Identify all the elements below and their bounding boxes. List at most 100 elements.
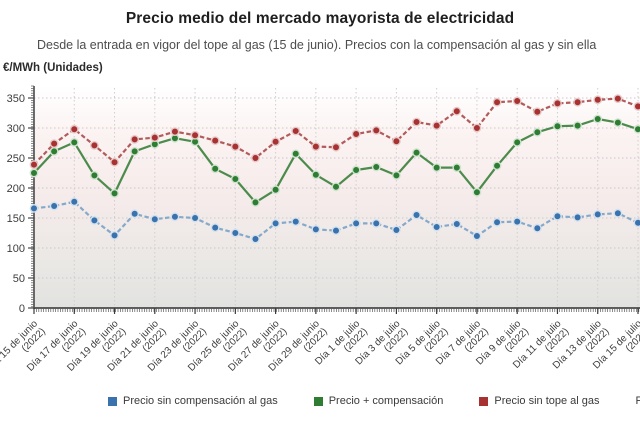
data-point bbox=[613, 94, 623, 104]
series-precio-sin-compensaci-n-al-gas bbox=[29, 197, 640, 244]
data-point bbox=[351, 165, 361, 175]
data-point bbox=[49, 147, 59, 156]
data-point bbox=[150, 133, 160, 142]
data-point bbox=[391, 171, 401, 180]
data-point bbox=[512, 96, 522, 106]
source-prefix: Fuente: OMIE, bbox=[635, 395, 640, 407]
data-point bbox=[130, 147, 140, 156]
data-point bbox=[230, 142, 240, 151]
data-point bbox=[573, 121, 582, 130]
data-point bbox=[432, 222, 442, 232]
data-point bbox=[331, 142, 341, 152]
data-point bbox=[190, 130, 200, 140]
legend-label: Precio sin tope al gas bbox=[494, 395, 600, 407]
data-point bbox=[311, 142, 321, 151]
y-tick-label: 300 bbox=[7, 123, 25, 135]
data-point bbox=[452, 163, 462, 173]
data-point bbox=[391, 225, 401, 235]
data-point bbox=[553, 211, 562, 221]
data-point bbox=[532, 127, 542, 137]
data-point bbox=[593, 114, 603, 124]
data-point bbox=[150, 214, 160, 224]
chart-title: Precio medio del mercado mayorista de el… bbox=[125, 10, 515, 27]
legend-item-precio-compensacion[interactable]: Precio + compensación bbox=[313, 395, 444, 407]
data-point bbox=[230, 228, 240, 238]
data-point bbox=[371, 162, 381, 172]
data-point bbox=[351, 218, 361, 228]
data-point bbox=[69, 138, 79, 147]
data-point bbox=[613, 208, 623, 218]
data-point bbox=[90, 171, 99, 180]
data-point bbox=[532, 107, 542, 117]
x-axis-tick-labels: Día 15 de junio(2022)Día 17 de junio(202… bbox=[0, 318, 640, 374]
data-point bbox=[593, 95, 603, 105]
data-point bbox=[291, 217, 301, 227]
data-point bbox=[452, 219, 462, 229]
data-point bbox=[110, 189, 119, 198]
data-point bbox=[210, 136, 220, 145]
data-point bbox=[512, 138, 522, 147]
chart-area: 0 50 100 150 200 250 300 350 Día 15 de junio(202… bbox=[0, 80, 640, 390]
y-axis-unit-label: €/MWh (Unidades) bbox=[3, 62, 103, 74]
data-point bbox=[29, 203, 39, 213]
y-tick-label: 350 bbox=[7, 93, 25, 105]
data-point bbox=[633, 218, 640, 228]
data-point bbox=[271, 218, 280, 228]
data-point bbox=[311, 224, 321, 234]
legend-swatch-blue-icon bbox=[108, 396, 117, 406]
data-point bbox=[472, 123, 482, 133]
data-point bbox=[472, 231, 482, 241]
legend-swatch-red-icon bbox=[479, 396, 489, 406]
data-point bbox=[633, 124, 640, 134]
data-point bbox=[130, 135, 140, 144]
data-point bbox=[230, 174, 240, 184]
data-point bbox=[452, 106, 462, 116]
data-point bbox=[110, 230, 119, 240]
data-point bbox=[29, 168, 39, 178]
data-point bbox=[29, 160, 39, 170]
data-point bbox=[69, 124, 79, 134]
data-point bbox=[553, 121, 562, 131]
data-point bbox=[492, 161, 502, 171]
legend-item-sin-compensacion[interactable]: Precio sin compensación al gas bbox=[108, 395, 278, 407]
data-point bbox=[331, 182, 341, 192]
legend-swatch-green-icon bbox=[313, 396, 323, 406]
data-point bbox=[391, 136, 401, 146]
data-point bbox=[90, 141, 99, 150]
y-axis-tick-labels: 0 50 100 150 200 250 300 350 bbox=[7, 93, 25, 315]
data-point bbox=[110, 157, 119, 167]
legend-label: Precio sin compensación al gas bbox=[123, 395, 278, 407]
data-point bbox=[49, 139, 59, 148]
data-point bbox=[69, 197, 79, 207]
axes bbox=[28, 85, 640, 314]
data-point bbox=[472, 187, 482, 197]
data-point bbox=[271, 185, 280, 195]
data-point bbox=[573, 212, 582, 222]
data-point bbox=[170, 212, 180, 222]
data-point bbox=[331, 226, 341, 236]
data-point bbox=[412, 210, 421, 220]
plot-background bbox=[34, 86, 640, 308]
data-point bbox=[613, 118, 623, 127]
data-point bbox=[130, 209, 140, 219]
data-point bbox=[371, 218, 381, 228]
data-point bbox=[49, 201, 59, 211]
data-point bbox=[251, 198, 260, 207]
data-point bbox=[291, 149, 301, 159]
data-point bbox=[432, 163, 442, 173]
chart-legend: Precio sin compensación al gas Precio + … bbox=[0, 392, 640, 410]
legend-label: Precio + compensación bbox=[328, 395, 444, 407]
data-point bbox=[532, 223, 542, 233]
chart-subtitle: Desde la entrada en vigor del tope al ga… bbox=[37, 38, 597, 52]
data-point bbox=[271, 137, 280, 147]
y-tick-label: 150 bbox=[7, 213, 25, 225]
data-point bbox=[492, 217, 502, 227]
data-point bbox=[512, 217, 522, 227]
data-point bbox=[573, 97, 582, 107]
series-precio-sin-tope-al-gas bbox=[29, 94, 640, 170]
data-point bbox=[492, 97, 502, 107]
data-point bbox=[210, 164, 220, 174]
data-point bbox=[251, 153, 260, 163]
legend-item-sin-tope[interactable]: Precio sin tope al gas bbox=[479, 395, 600, 407]
